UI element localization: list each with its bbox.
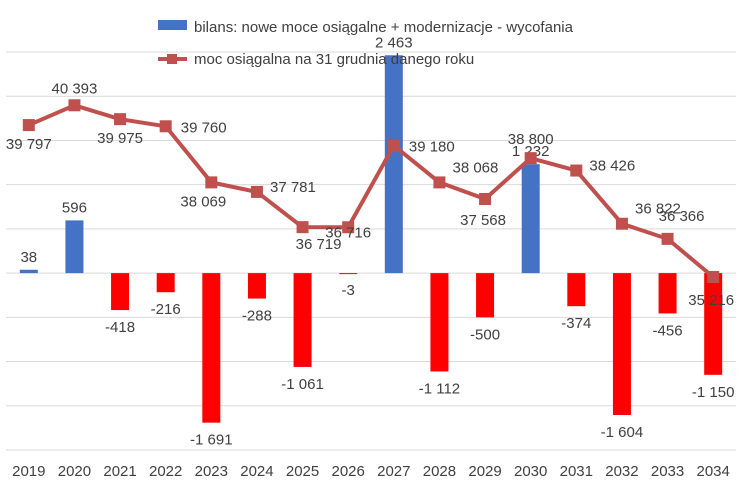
bar: [521, 164, 540, 274]
bar-data-label: -288: [242, 308, 272, 325]
bar-data-label: -216: [151, 301, 181, 318]
grid-layer: [6, 51, 736, 451]
x-tick-label: 2032: [605, 463, 638, 480]
line-data-label: 38 068: [452, 159, 498, 176]
bar-data-label: 1 232: [512, 143, 550, 160]
x-axis: 2019 2020 2021 2022 2023 2024 2025 2026 2027 2028…: [12, 463, 730, 480]
bar: [19, 269, 38, 274]
line-data-label: 38 800: [508, 131, 554, 148]
line-marker: [296, 221, 309, 234]
line-marker: [387, 139, 400, 152]
line-marker: [68, 99, 81, 112]
line-marker: [707, 271, 720, 284]
bar-data-label: -1 691: [190, 432, 233, 449]
bar: [567, 273, 586, 307]
bar: [65, 220, 84, 274]
line-data-label: 36 822: [635, 201, 681, 218]
line-data-label: 35 216: [688, 292, 734, 309]
line-marker: [342, 221, 355, 234]
line-data-label: 36 719: [296, 236, 342, 253]
line-marker: [114, 113, 127, 126]
x-tick-label: 2023: [195, 463, 228, 480]
bar: [430, 273, 449, 372]
line-marker: [22, 119, 35, 132]
line-marker: [205, 176, 218, 189]
bar-data-label: -456: [653, 322, 683, 339]
bar-data-label: -418: [105, 319, 135, 336]
x-tick-label: 2019: [12, 463, 45, 480]
bar-data-label: -3: [342, 282, 355, 299]
line-data-label: 36 716: [325, 224, 371, 241]
line-marker: [661, 232, 674, 245]
bar: [202, 273, 221, 423]
bar: [339, 273, 358, 275]
bar-label-layer: 38 596 -418 -216 -1 691 -288 -1 061 -3 2 463 -1 1…: [20, 34, 734, 448]
bar-data-label: -1 112: [419, 380, 460, 397]
line-marker: [433, 176, 446, 189]
bar: [156, 273, 175, 293]
line-data-label: 39 797: [6, 136, 52, 153]
bar-data-label: 596: [62, 199, 87, 216]
bar: [658, 273, 677, 314]
bar-data-label: 2 463: [375, 34, 413, 51]
line-data-label: 37 781: [270, 179, 316, 196]
x-tick-label: 2024: [240, 463, 273, 480]
legend-line-marker: [167, 54, 177, 64]
bar-layer: [19, 55, 723, 423]
bar: [384, 55, 403, 274]
line-data-label: 39 975: [97, 130, 143, 147]
bar-data-label: -1 150: [692, 384, 735, 401]
bar-data-label: -1 604: [601, 424, 644, 441]
legend-line-label: moc osiągalna na 31 grudnia danego roku: [194, 51, 474, 68]
legend-bar-label: bilans: nowe moce osiągalne + modernizac…: [194, 19, 574, 36]
line-data-label: 37 568: [460, 212, 506, 229]
line-data-label: 39 180: [409, 139, 455, 156]
bar-data-label: -374: [561, 315, 591, 332]
line-marker: [250, 185, 263, 198]
line-label-layer: 39 797 40 393 39 975 39 760 38 069 37 781 36 7…: [6, 80, 734, 309]
x-tick-label: 2021: [103, 463, 136, 480]
bar: [704, 273, 723, 375]
x-tick-label: 2031: [560, 463, 593, 480]
x-tick-label: 2020: [58, 463, 91, 480]
legend: bilans: nowe moce osiągalne + modernizac…: [158, 19, 574, 68]
line-marker: [159, 120, 172, 133]
x-tick-label: 2034: [697, 463, 730, 480]
line-marker: [570, 164, 583, 177]
line-data-label: 38 069: [180, 193, 226, 210]
bar: [476, 273, 495, 318]
x-tick-label: 2025: [286, 463, 319, 480]
bar-data-label: -1 061: [281, 376, 324, 393]
line-data-label: 40 393: [51, 80, 97, 97]
x-tick-label: 2026: [332, 463, 365, 480]
line-data-label: 38 426: [589, 158, 635, 175]
bar-data-label: 38: [20, 249, 37, 266]
line-marker: [524, 152, 537, 165]
bar: [612, 273, 631, 415]
legend-bar-swatch: [158, 20, 187, 30]
x-tick-label: 2029: [468, 463, 501, 480]
line-marker: [615, 217, 628, 230]
x-tick-label: 2028: [423, 463, 456, 480]
line-series: [28, 103, 715, 279]
bar-data-label: -500: [470, 326, 500, 343]
bar: [111, 273, 130, 311]
bar: [247, 273, 266, 299]
line-data-label: 39 760: [181, 119, 227, 136]
line-layer: [22, 99, 720, 284]
line-data-label: 36 366: [659, 208, 705, 225]
x-tick-label: 2022: [149, 463, 182, 480]
x-tick-label: 2030: [514, 463, 547, 480]
line-marker: [479, 192, 492, 205]
x-tick-label: 2027: [377, 463, 410, 480]
bar: [293, 273, 312, 367]
x-tick-label: 2033: [651, 463, 684, 480]
